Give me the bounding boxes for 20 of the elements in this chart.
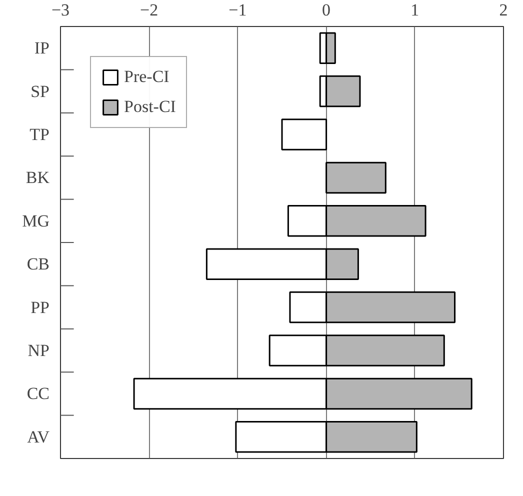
- y-tick-label: IP: [34, 38, 50, 58]
- legend-label: Post-CI: [124, 97, 176, 117]
- y-tick-label: NP: [28, 341, 50, 360]
- bar: [326, 162, 386, 194]
- y-tick-label: CC: [26, 384, 50, 404]
- y-tick-label: BK: [26, 168, 50, 188]
- bar: [281, 118, 328, 150]
- x-tick-label: 0: [322, 0, 331, 20]
- y-tick-label: MG: [22, 211, 50, 230]
- x-tick-label: 2: [499, 0, 508, 20]
- legend-label: Pre-CI: [124, 67, 170, 87]
- y-tick-label: PP: [30, 298, 50, 317]
- x-tick-label: 1: [410, 0, 420, 20]
- y-tick-label: CB: [26, 254, 50, 274]
- x-tick-label: −2: [140, 0, 158, 20]
- y-tick-label: SP: [30, 82, 50, 101]
- y-tick-label: TP: [30, 125, 50, 144]
- y-tick-label: AV: [27, 427, 50, 446]
- x-tick-label: −1: [228, 0, 247, 20]
- x-tick-label: −3: [51, 0, 70, 20]
